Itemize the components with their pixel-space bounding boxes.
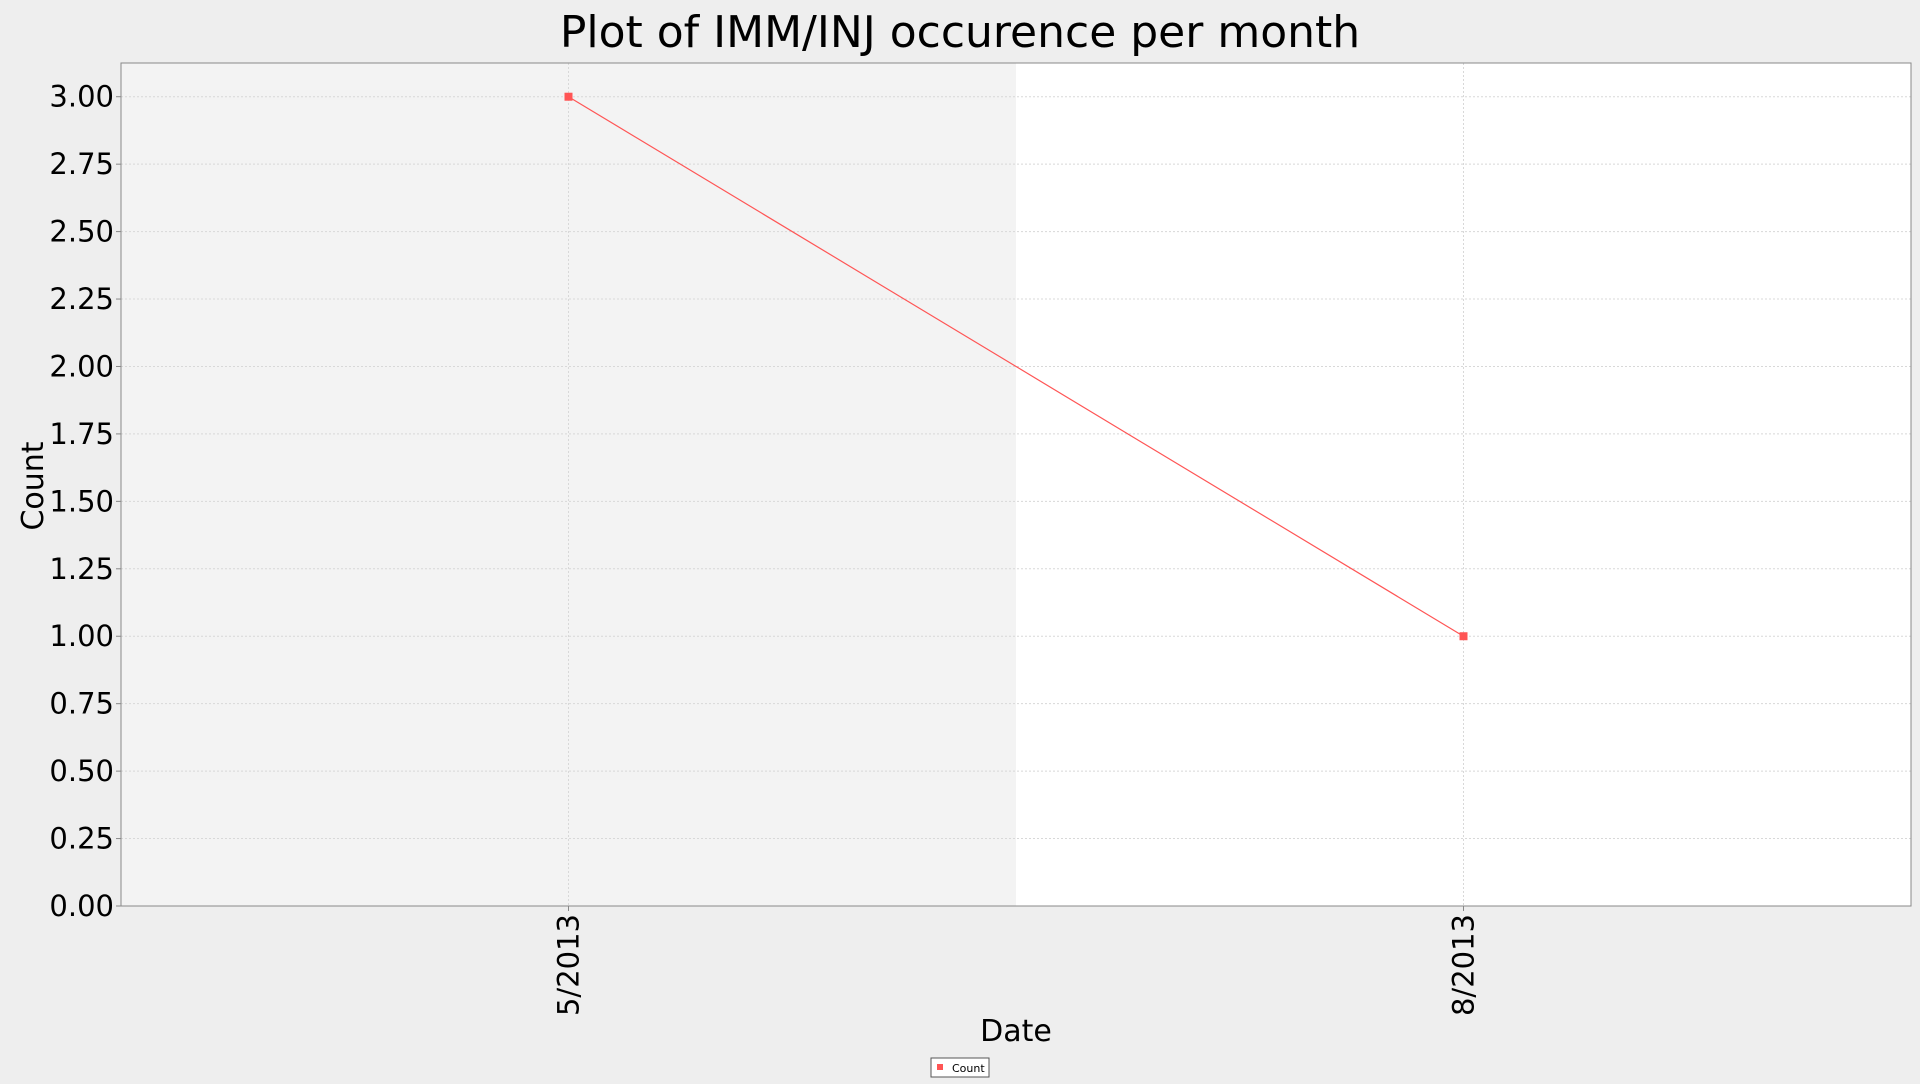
y-tick-label: 2.00	[49, 349, 114, 383]
y-tick-label: 2.75	[49, 147, 114, 181]
y-tick-label: 1.25	[49, 552, 114, 586]
y-tick-label: 3.00	[49, 80, 114, 114]
legend-swatch	[937, 1064, 943, 1070]
plot-border	[120, 62, 1912, 907]
y-tick-label: 0.25	[49, 822, 114, 856]
legend-label: Count	[952, 1062, 985, 1075]
legend-box	[930, 1057, 990, 1078]
plot-area: 0.00 0.25 0.50 0.75 1.00 1.25 1.50 1.75 2.00 2.25…	[49, 62, 1912, 1016]
x-tick-label: 8/2013	[1447, 914, 1481, 1016]
x-tick-label: 5/2013	[552, 914, 586, 1016]
y-tick-label: 0.50	[49, 754, 114, 788]
data-point	[1459, 632, 1468, 641]
series-line	[568, 96, 1464, 637]
legend: Count	[930, 1057, 990, 1078]
y-tick-label: 1.00	[49, 619, 114, 653]
y-tick-label: 0.00	[49, 889, 114, 923]
x-axis-title: Date	[980, 1014, 1052, 1049]
data-point	[564, 92, 573, 101]
y-tick-label: 0.75	[49, 687, 114, 721]
chart-title: Plot of IMM/INJ occurence per month	[560, 7, 1360, 58]
y-axis-title: Count	[16, 441, 51, 530]
y-tick-label: 1.50	[49, 484, 114, 518]
y-tick-label: 2.25	[49, 282, 114, 316]
y-tick-label: 1.75	[49, 417, 114, 451]
y-tick-label: 2.50	[49, 215, 114, 249]
